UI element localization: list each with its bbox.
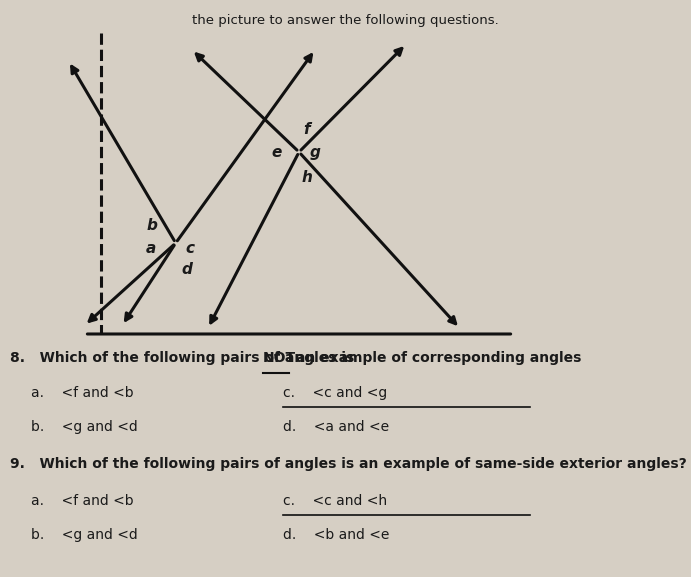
Text: d: d bbox=[181, 263, 192, 278]
Text: the picture to answer the following questions.: the picture to answer the following ques… bbox=[192, 14, 498, 27]
Text: c.    <c and <h: c. <c and <h bbox=[283, 493, 387, 508]
Text: d.    <b and <e: d. <b and <e bbox=[283, 528, 389, 542]
Text: d.    <a and <e: d. <a and <e bbox=[283, 419, 389, 434]
Text: 8.   Which of the following pairs of angles is: 8. Which of the following pairs of angle… bbox=[10, 351, 359, 365]
Text: 9.   Which of the following pairs of angles is an example of same-side exterior : 9. Which of the following pairs of angle… bbox=[10, 456, 686, 471]
Text: f: f bbox=[303, 122, 310, 137]
Text: NOT: NOT bbox=[263, 351, 296, 365]
Text: a.    <f and <b: a. <f and <b bbox=[31, 493, 133, 508]
Text: a: a bbox=[146, 241, 156, 256]
Text: b: b bbox=[146, 219, 157, 234]
Text: h: h bbox=[302, 170, 312, 185]
Text: an example of corresponding angles: an example of corresponding angles bbox=[291, 351, 581, 365]
Text: g: g bbox=[310, 145, 321, 160]
Text: b.    <g and <d: b. <g and <d bbox=[31, 419, 138, 434]
Text: b.    <g and <d: b. <g and <d bbox=[31, 528, 138, 542]
Text: e: e bbox=[271, 145, 281, 160]
Text: a.    <f and <b: a. <f and <b bbox=[31, 385, 133, 399]
Text: c: c bbox=[185, 241, 194, 256]
Text: c.    <c and <g: c. <c and <g bbox=[283, 385, 387, 399]
